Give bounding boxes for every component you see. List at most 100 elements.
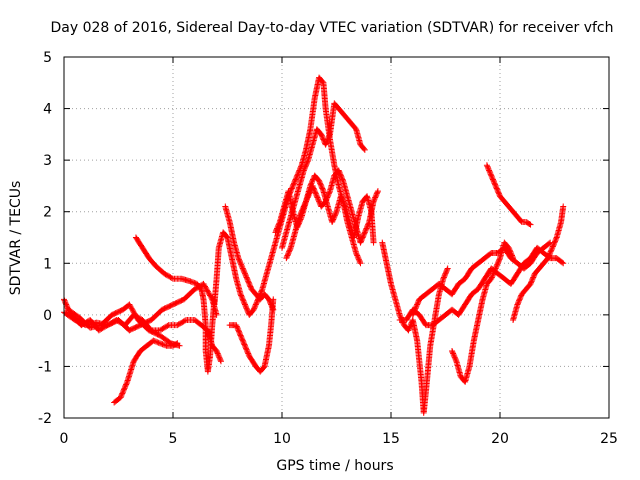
data-point: [127, 304, 134, 311]
data-point: [217, 358, 224, 365]
data-point: [245, 278, 252, 285]
data-point: [284, 251, 291, 258]
data-point: [550, 240, 557, 247]
data-point: [361, 230, 368, 237]
data-point: [309, 177, 316, 184]
data-point: [360, 145, 367, 152]
data-point: [443, 268, 450, 275]
data-point: [329, 219, 336, 226]
data-point: [274, 224, 281, 231]
data-point: [203, 286, 210, 293]
data-point: [245, 350, 252, 357]
data-point: [358, 237, 365, 244]
data-point: [239, 296, 246, 303]
data-point: [516, 297, 523, 304]
data-point: [155, 339, 162, 346]
data-point: [397, 313, 404, 320]
data-point: [239, 337, 246, 344]
data-point: [324, 194, 331, 201]
data-point: [258, 288, 265, 295]
data-point: [355, 255, 362, 262]
series-track-11: [283, 167, 381, 262]
data-point: [238, 261, 245, 268]
data-point: [246, 282, 253, 289]
data-point: [181, 317, 188, 324]
data-point: [364, 222, 371, 229]
data-point: [324, 137, 331, 144]
data-point: [309, 182, 316, 189]
data-point: [296, 212, 303, 219]
data-point: [253, 298, 260, 305]
x-tick-label: 15: [382, 431, 400, 447]
data-point: [547, 248, 554, 255]
data-point: [546, 251, 553, 258]
data-point: [233, 322, 240, 329]
data-point: [338, 195, 345, 202]
data-point: [237, 332, 244, 339]
data-point: [364, 224, 371, 231]
data-point: [340, 199, 347, 206]
data-point: [323, 195, 330, 202]
data-point: [489, 273, 496, 280]
series-track-17: [510, 203, 567, 324]
data-point: [310, 185, 317, 192]
data-point: [493, 185, 500, 192]
data-point: [204, 288, 211, 295]
data-point: [200, 280, 207, 287]
data-point: [122, 384, 129, 391]
data-point: [409, 311, 416, 318]
chart-title: Day 028 of 2016, Sidereal Day-to-day VTE…: [50, 20, 613, 36]
data-point: [529, 275, 536, 282]
data-point: [489, 175, 496, 182]
data-point: [370, 198, 377, 205]
data-point: [258, 287, 265, 294]
data-point: [207, 292, 214, 299]
data-point: [373, 191, 380, 198]
data-point: [485, 166, 492, 173]
data-point: [484, 163, 491, 170]
data-point: [494, 186, 501, 193]
data-point: [284, 252, 291, 259]
data-point: [213, 347, 220, 354]
data-point: [323, 140, 330, 147]
data-point: [356, 257, 363, 264]
data-point: [491, 269, 498, 276]
data-point: [208, 295, 215, 302]
plot-frame: [63, 56, 610, 419]
data-point: [305, 193, 312, 200]
data-point: [300, 167, 307, 174]
data-point: [240, 297, 247, 304]
data-point: [318, 184, 325, 191]
data-point: [239, 264, 246, 271]
data-point: [411, 307, 418, 314]
data-point: [237, 258, 244, 265]
data-point: [547, 249, 554, 256]
data-point: [359, 234, 366, 241]
data-point: [492, 265, 499, 272]
data-point: [291, 179, 298, 186]
data-point: [339, 176, 346, 183]
data-point: [414, 300, 421, 307]
data-point: [239, 336, 246, 343]
data-point: [363, 225, 370, 232]
data-point: [337, 193, 344, 200]
data-point: [187, 278, 194, 285]
data-point: [290, 181, 297, 188]
data-point: [411, 306, 418, 313]
data-point: [119, 390, 126, 397]
data-point: [324, 136, 331, 143]
data-point: [243, 274, 250, 281]
data-point: [275, 222, 282, 229]
data-point: [241, 301, 248, 308]
data-point: [506, 247, 513, 254]
data-point: [440, 274, 447, 281]
data-point: [354, 252, 361, 259]
data-point: [241, 342, 248, 349]
data-point: [444, 266, 451, 273]
data-point: [306, 189, 313, 196]
data-point: [174, 340, 181, 347]
data-point: [154, 339, 161, 346]
data-point: [304, 195, 311, 202]
data-point: [360, 233, 367, 240]
data-point: [560, 260, 567, 267]
